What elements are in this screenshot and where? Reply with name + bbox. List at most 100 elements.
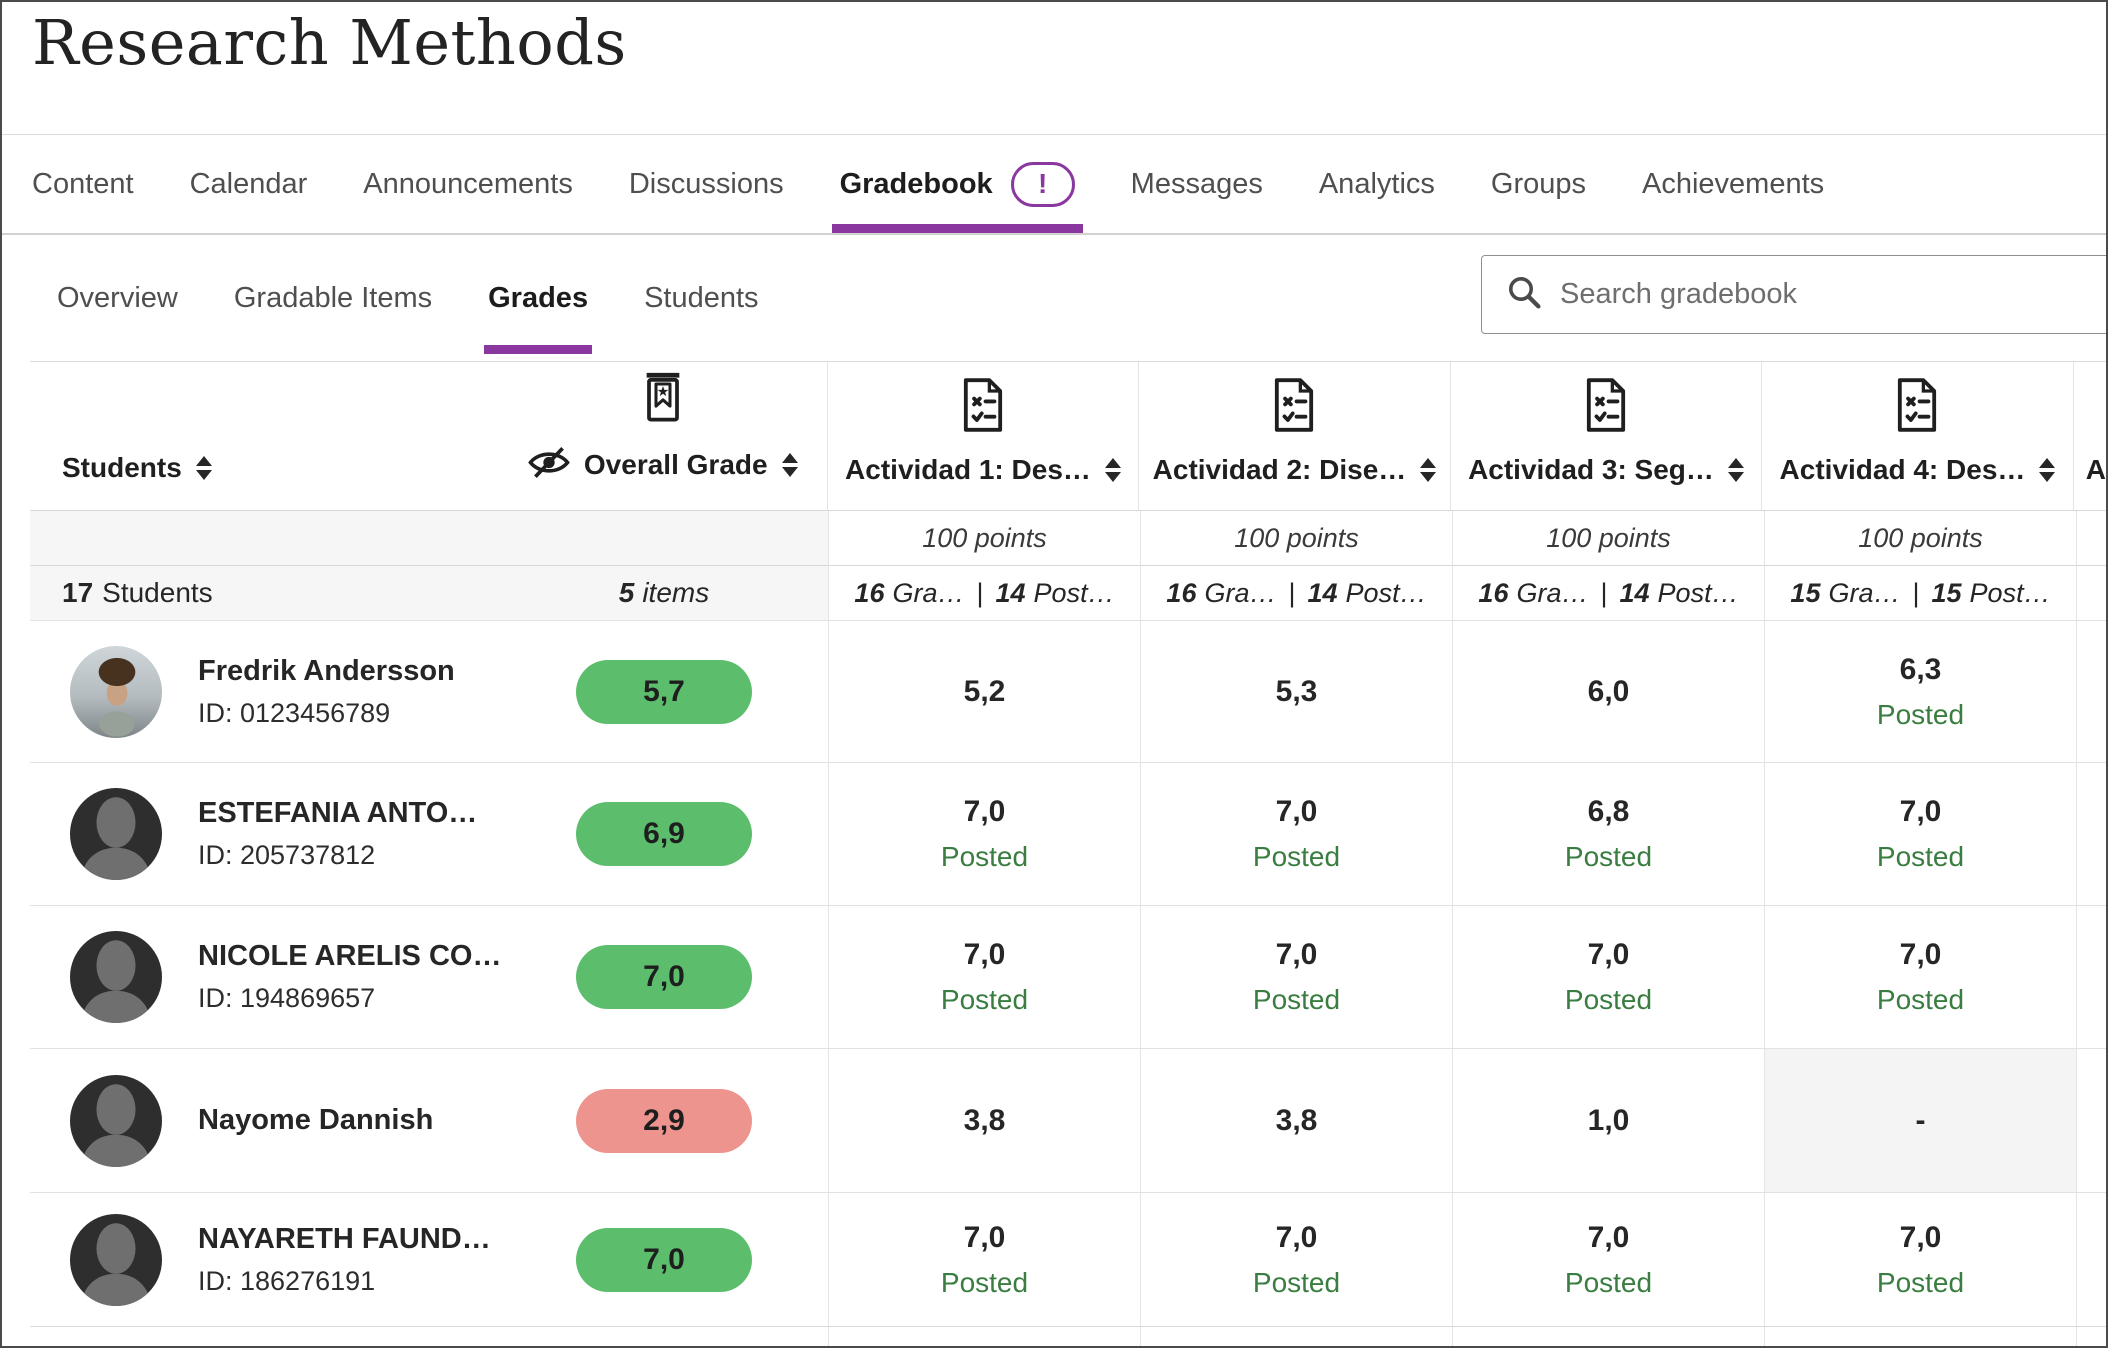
grade-cell[interactable]: 5,2 (828, 621, 1140, 762)
grade-cell[interactable]: 3,8 (828, 1049, 1140, 1192)
grade-cell[interactable]: - (1764, 1049, 2076, 1192)
subtab-grades[interactable]: Grades (484, 237, 593, 360)
avatar (70, 931, 162, 1023)
gradebook-search (1481, 255, 2106, 334)
grade-cell[interactable]: 3,8 (1140, 1049, 1452, 1192)
page-title: Research Methods (32, 6, 627, 79)
sort-icon[interactable] (1104, 458, 1121, 482)
student-id: ID: 0123456789 (198, 697, 391, 728)
grade-cell[interactable]: 7,0 Posted (828, 906, 1140, 1048)
overall-grade-pill[interactable]: 7,0 (576, 1227, 752, 1292)
course-tab-bar: Content Calendar Announcements Discussio… (2, 134, 2106, 235)
table-row: ESTEFANIA ANTO… ID: 205737812 6,9 7,0 Pos… (30, 762, 2106, 905)
tab-analytics[interactable]: Analytics (1318, 167, 1435, 200)
table-row: NICOLE ARELIS CO… ID: 194869657 7,0 7,0 P… (30, 905, 2106, 1048)
overall-grade-pill[interactable]: 7,0 (576, 945, 752, 1009)
student-cell[interactable]: NICOLE ARELIS CO… ID: 194869657 7,0 (30, 906, 828, 1048)
overall-grade-pill[interactable]: 5,7 (576, 659, 752, 724)
sort-icon[interactable] (1420, 458, 1437, 482)
student-name[interactable]: Fredrik Andersson (198, 654, 455, 687)
sort-icon[interactable] (781, 453, 798, 477)
tab-discussions[interactable]: Discussions (628, 167, 784, 200)
sort-icon[interactable] (195, 456, 212, 480)
tab-messages[interactable]: Messages (1130, 167, 1263, 200)
student-cell[interactable]: Nayome Dannish 2,9 (30, 1049, 828, 1192)
grade-cell[interactable]: 6,0 (1452, 621, 1764, 762)
table-row: Nayome Dannish 2,9 3,8 3,8 1,0 - (30, 1048, 2106, 1192)
counts-summary-cell: 17 Students 5 items (30, 566, 828, 620)
gradebook-alert-badge: ! (1010, 161, 1075, 207)
avatar (70, 788, 162, 880)
grade-cell[interactable]: 7,0 Posted (1764, 906, 2076, 1048)
tab-calendar[interactable]: Calendar (189, 167, 308, 200)
grade-cell-partial (2076, 763, 2106, 905)
column-header-actividad-1[interactable]: Actividad 1: Des… (826, 362, 1139, 510)
column-header-label: Actividad 1: Des… (845, 454, 1091, 485)
tab-content[interactable]: Content (32, 167, 134, 200)
student-id: ID: 186276191 (198, 1265, 376, 1296)
grade-cell[interactable]: 7,0 Posted (828, 763, 1140, 905)
column-header-actividad-3[interactable]: Actividad 3: Seg… (1449, 362, 1762, 510)
column-header-label: Actividad 2: Dise… (1152, 454, 1407, 485)
graded-posted-count-cell: 15 Gra… | 15 Post… (1764, 566, 2076, 620)
points-cell-partial (2076, 511, 2106, 565)
sort-icon[interactable] (2039, 458, 2056, 482)
students-header-label: Students (62, 452, 182, 483)
graded-posted-count-cell: 16 Gra… | 14 Post… (1140, 566, 1452, 620)
points-spacer-cell (30, 511, 828, 565)
grade-cell[interactable]: 7,0 Posted (1140, 1193, 1452, 1326)
grade-cell[interactable]: 1,0 (1452, 1049, 1764, 1192)
grade-cell[interactable]: 7,0 Posted (1140, 906, 1452, 1048)
avatar (70, 645, 162, 738)
search-icon (1506, 274, 1542, 315)
students-column-header[interactable]: Students (30, 452, 523, 510)
subtab-gradable-items[interactable]: Gradable Items (233, 282, 433, 314)
points-cell: 100 points (1764, 511, 2076, 565)
subtab-students[interactable]: Students (644, 282, 759, 314)
graded-posted-count-cell: 16 Gra… | 14 Post… (1452, 566, 1764, 620)
student-id: ID: 194869657 (198, 983, 376, 1013)
grade-cell-partial (2076, 621, 2106, 762)
grade-cell[interactable]: 7,0 Posted (1452, 906, 1764, 1048)
grade-cell[interactable]: 5,3 (1140, 621, 1452, 762)
overall-grade-pill[interactable]: 6,9 (576, 802, 752, 866)
grade-cell[interactable]: 6,8 Posted (1452, 763, 1764, 905)
avatar (70, 1213, 162, 1306)
overall-grade-pill[interactable]: 2,9 (576, 1088, 752, 1153)
student-name[interactable]: NICOLE ARELIS CO… (198, 940, 502, 972)
grade-table-header: Students Overall Grade (30, 361, 2106, 510)
students-overall-header-cell: Students Overall Grade (30, 362, 827, 510)
student-cell[interactable]: ESTEFANIA ANTO… ID: 205737812 6,9 (30, 763, 828, 905)
assignment-icon (1894, 377, 1940, 438)
counts-cell-partial (2076, 566, 2106, 620)
grade-cell[interactable]: 7,0 Posted (1140, 763, 1452, 905)
points-cell: 100 points (1140, 511, 1452, 565)
points-cell: 100 points (1452, 511, 1764, 565)
tab-gradebook[interactable]: Gradebook ! (831, 135, 1083, 233)
tab-groups[interactable]: Groups (1490, 167, 1586, 200)
sort-icon[interactable] (1727, 458, 1744, 482)
student-name[interactable]: NAYARETH FAUND… (198, 1222, 491, 1255)
grade-cell[interactable]: 7,0 Posted (1452, 1193, 1764, 1326)
column-header-actividad-2[interactable]: Actividad 2: Dise… (1138, 362, 1450, 510)
column-header-actividad-4[interactable]: Actividad 4: Des… (1761, 362, 2073, 510)
counts-row: 17 Students 5 items 16 Gra… | 14 Post… 16 Gra… |… (30, 565, 2106, 620)
grade-cell[interactable]: 7,0 Posted (1764, 763, 2076, 905)
active-tab-underline (831, 224, 1083, 233)
grade-cell[interactable]: 7,0 Posted (1764, 1193, 2076, 1326)
partial-row-sliver (30, 1326, 2106, 1346)
student-name[interactable]: Nayome Dannish (198, 1104, 434, 1136)
overall-grade-column-header[interactable]: Overall Grade (523, 371, 803, 510)
subtab-overview[interactable]: Overview (57, 282, 178, 314)
search-input[interactable] (1560, 278, 2106, 311)
students-count: 17 Students (62, 577, 213, 608)
tab-achievements[interactable]: Achievements (1642, 167, 1825, 200)
grade-cell[interactable]: 6,3 Posted (1764, 621, 2076, 762)
overall-grade-header-label: Overall Grade (583, 449, 768, 480)
items-count: 5 items (618, 577, 710, 608)
student-cell[interactable]: Fredrik Andersson ID: 0123456789 5,7 (30, 621, 828, 762)
student-name[interactable]: ESTEFANIA ANTO… (198, 797, 478, 829)
student-cell[interactable]: NAYARETH FAUND… ID: 186276191 7,0 (30, 1193, 828, 1326)
tab-announcements[interactable]: Announcements (363, 167, 573, 200)
grade-cell[interactable]: 7,0 Posted (828, 1193, 1140, 1326)
